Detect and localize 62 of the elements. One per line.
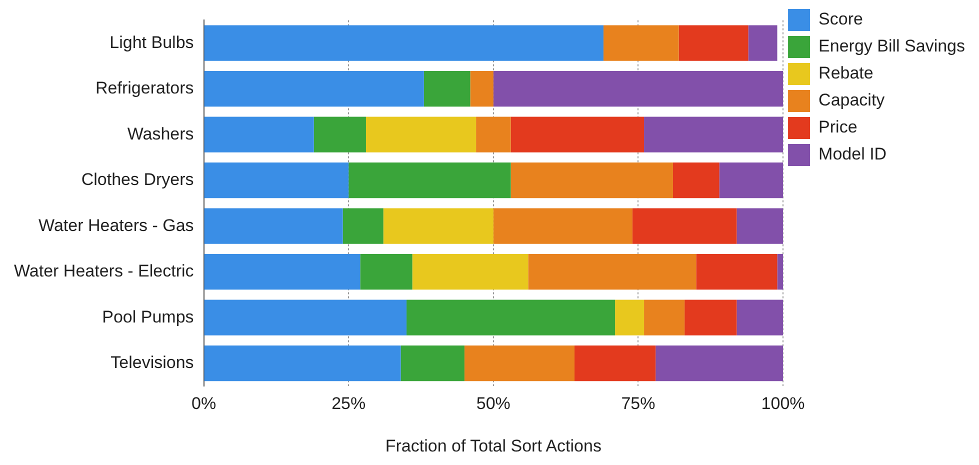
bar bbox=[204, 116, 314, 152]
bar bbox=[412, 254, 528, 290]
bar bbox=[476, 116, 511, 152]
bar bbox=[748, 25, 778, 61]
bar bbox=[348, 162, 511, 198]
bar bbox=[615, 300, 644, 336]
bar bbox=[719, 162, 784, 198]
bar bbox=[383, 208, 494, 244]
x-tick-label: 0% bbox=[192, 394, 216, 414]
bar bbox=[672, 162, 720, 198]
y-tick-label: Clothes Dryers bbox=[81, 170, 194, 190]
bar bbox=[204, 300, 407, 336]
bar bbox=[574, 345, 656, 382]
x-tick-label: 25% bbox=[332, 394, 366, 414]
legend-label: Energy Bill Savings bbox=[818, 36, 966, 56]
bar bbox=[684, 300, 737, 336]
bar bbox=[204, 345, 401, 382]
bar bbox=[510, 162, 673, 198]
bar bbox=[470, 70, 494, 107]
x-tick-label: 100% bbox=[761, 394, 805, 414]
bar bbox=[736, 300, 784, 336]
bar bbox=[644, 116, 784, 152]
bar bbox=[603, 25, 679, 61]
bar bbox=[696, 254, 778, 290]
y-tick-label: Water Heaters - Gas bbox=[38, 216, 194, 235]
bar bbox=[314, 116, 366, 152]
y-tick-label: Refrigerators bbox=[96, 78, 194, 98]
legend-label: Price bbox=[818, 118, 858, 137]
y-tick-label: Televisions bbox=[110, 353, 194, 372]
bar bbox=[204, 208, 343, 244]
bar bbox=[644, 300, 685, 336]
bar bbox=[777, 254, 784, 290]
bar bbox=[464, 345, 575, 382]
bar bbox=[342, 208, 384, 244]
legend-label: Capacity bbox=[818, 90, 886, 110]
x-axis-title: Fraction of Total Sort Actions bbox=[385, 436, 602, 456]
bar bbox=[366, 116, 476, 152]
bar bbox=[204, 70, 424, 107]
legend-label: Model ID bbox=[818, 144, 887, 164]
y-tick-label: Light Bulbs bbox=[110, 32, 194, 52]
x-tick-label: 75% bbox=[621, 394, 656, 414]
bar bbox=[400, 345, 464, 382]
y-tick-label: Pool Pumps bbox=[102, 307, 194, 326]
bar bbox=[406, 300, 616, 336]
bar bbox=[656, 345, 784, 382]
bar bbox=[204, 254, 360, 290]
legend-label: Score bbox=[818, 10, 863, 29]
bar bbox=[424, 70, 470, 107]
bar bbox=[493, 208, 632, 244]
bar bbox=[493, 70, 784, 107]
bar bbox=[632, 208, 737, 244]
y-tick-label: Water Heaters - Electric bbox=[14, 262, 194, 281]
bar bbox=[736, 208, 784, 244]
bar bbox=[528, 254, 696, 290]
x-tick-label: 50% bbox=[476, 394, 510, 414]
bar bbox=[204, 162, 349, 198]
bar bbox=[204, 25, 604, 61]
bar bbox=[360, 254, 412, 290]
legend-label: Rebate bbox=[818, 64, 874, 83]
bar bbox=[678, 25, 748, 61]
bar bbox=[510, 116, 644, 152]
y-tick-label: Washers bbox=[127, 124, 194, 144]
